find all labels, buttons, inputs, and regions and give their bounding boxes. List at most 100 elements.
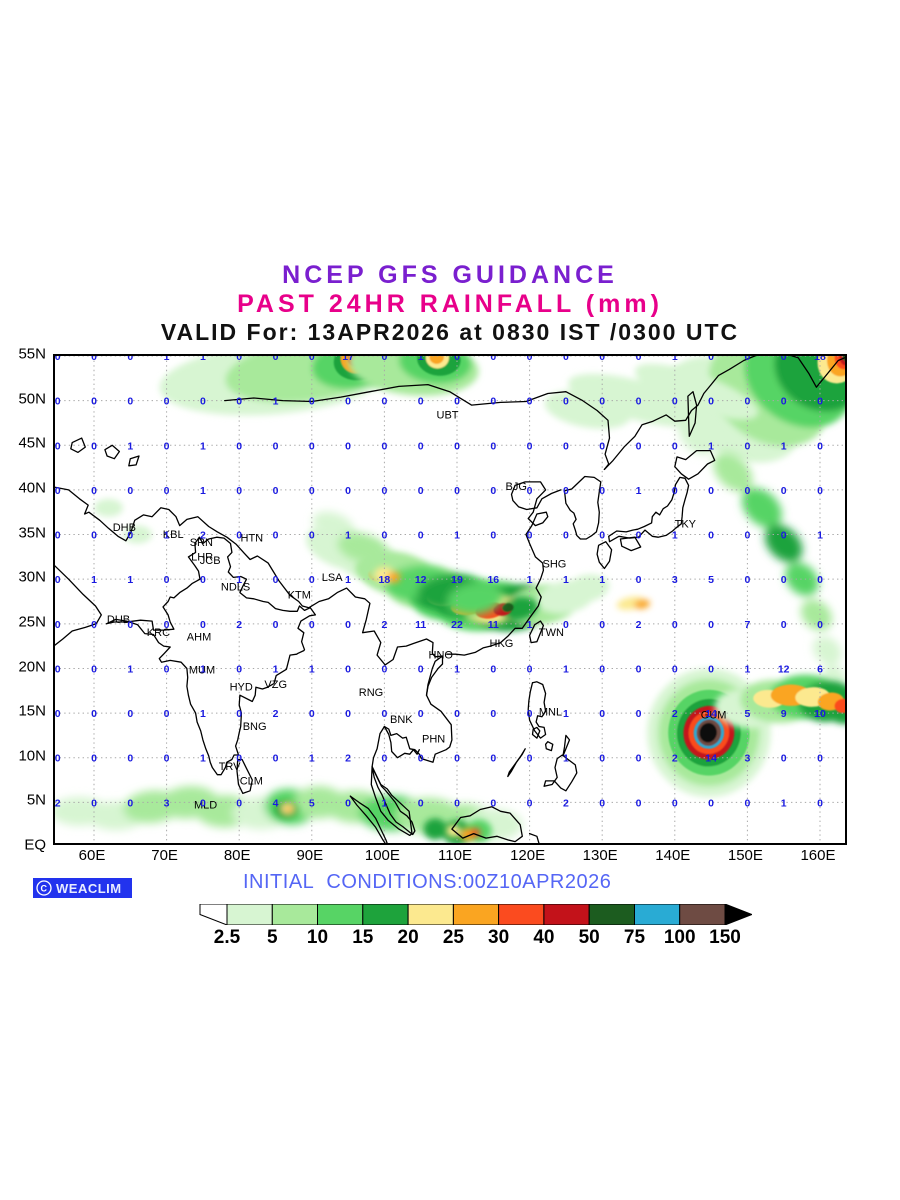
svg-text:0: 0 (599, 396, 605, 408)
svg-text:HNO: HNO (429, 650, 454, 662)
svg-text:0: 0 (381, 396, 387, 408)
svg-text:22: 22 (451, 619, 463, 631)
svg-text:0: 0 (91, 619, 97, 631)
svg-text:1: 1 (527, 619, 533, 631)
svg-text:0: 0 (200, 619, 206, 631)
svg-text:1: 1 (164, 530, 170, 542)
svg-text:0: 0 (200, 396, 206, 408)
svg-text:0: 0 (345, 440, 351, 452)
svg-text:0: 0 (744, 574, 750, 586)
svg-text:1: 1 (563, 574, 569, 586)
svg-text:0: 0 (273, 440, 279, 452)
svg-text:0: 0 (490, 440, 496, 452)
svg-text:0: 0 (236, 356, 242, 363)
svg-text:0: 0 (563, 619, 569, 631)
svg-text:0: 0 (599, 797, 605, 809)
svg-text:0: 0 (490, 797, 496, 809)
svg-text:0: 0 (781, 842, 787, 845)
svg-text:0: 0 (55, 753, 61, 765)
svg-text:0: 0 (91, 485, 97, 497)
svg-text:0: 0 (781, 619, 787, 631)
svg-text:0: 0 (636, 842, 642, 845)
svg-text:0: 0 (55, 485, 61, 497)
svg-text:0: 0 (309, 574, 315, 586)
svg-text:0: 0 (454, 485, 460, 497)
svg-text:0: 0 (708, 619, 714, 631)
svg-text:0: 0 (381, 530, 387, 542)
svg-text:0: 0 (381, 753, 387, 765)
svg-text:0: 0 (636, 356, 642, 363)
svg-text:0: 0 (127, 797, 133, 809)
svg-text:0: 0 (381, 708, 387, 720)
svg-text:0: 0 (636, 664, 642, 676)
svg-text:0: 0 (781, 485, 787, 497)
svg-text:0: 0 (418, 396, 424, 408)
svg-text:0: 0 (55, 842, 61, 845)
svg-text:0: 0 (164, 664, 170, 676)
svg-text:1: 1 (708, 440, 714, 452)
svg-text:0: 0 (781, 753, 787, 765)
svg-text:5: 5 (708, 574, 714, 586)
svg-text:0: 0 (708, 797, 714, 809)
svg-text:0: 0 (127, 485, 133, 497)
svg-text:0: 0 (636, 530, 642, 542)
svg-text:0: 0 (273, 842, 279, 845)
svg-text:0: 0 (127, 708, 133, 720)
svg-text:0: 0 (817, 619, 823, 631)
svg-text:0: 0 (599, 356, 605, 363)
svg-text:0: 0 (273, 619, 279, 631)
svg-text:2: 2 (345, 753, 351, 765)
svg-text:2: 2 (55, 797, 61, 809)
svg-text:HYD: HYD (230, 682, 253, 694)
svg-text:0: 0 (127, 356, 133, 363)
svg-text:0: 0 (55, 708, 61, 720)
svg-text:14: 14 (705, 708, 717, 720)
svg-text:0: 0 (418, 530, 424, 542)
svg-text:0: 0 (164, 842, 170, 845)
svg-text:0: 0 (563, 485, 569, 497)
svg-text:0: 0 (672, 396, 678, 408)
svg-text:0: 0 (164, 753, 170, 765)
svg-text:1: 1 (127, 664, 133, 676)
svg-text:0: 0 (527, 530, 533, 542)
svg-text:0: 0 (636, 574, 642, 586)
svg-text:0: 0 (164, 396, 170, 408)
svg-text:0: 0 (127, 530, 133, 542)
svg-text:1: 1 (817, 530, 823, 542)
svg-text:0: 0 (599, 842, 605, 845)
svg-text:0: 0 (490, 708, 496, 720)
svg-text:0: 0 (91, 356, 97, 363)
svg-text:0: 0 (273, 753, 279, 765)
svg-text:3: 3 (672, 574, 678, 586)
svg-text:0: 0 (91, 753, 97, 765)
svg-text:2: 2 (236, 619, 242, 631)
svg-text:0: 0 (636, 440, 642, 452)
svg-text:VZG: VZG (264, 679, 287, 691)
svg-text:4: 4 (273, 797, 279, 809)
svg-text:0: 0 (418, 440, 424, 452)
svg-text:0: 0 (381, 440, 387, 452)
svg-text:2: 2 (273, 708, 279, 720)
svg-text:0: 0 (454, 440, 460, 452)
svg-text:0: 0 (164, 708, 170, 720)
svg-text:0: 0 (91, 396, 97, 408)
svg-text:0: 0 (164, 574, 170, 586)
svg-text:0: 0 (127, 753, 133, 765)
svg-text:0: 0 (454, 797, 460, 809)
svg-text:0: 0 (672, 619, 678, 631)
svg-text:3: 3 (454, 842, 460, 845)
svg-text:0: 0 (345, 664, 351, 676)
svg-text:0: 0 (781, 356, 787, 363)
svg-text:0: 0 (636, 753, 642, 765)
svg-text:0: 0 (309, 619, 315, 631)
svg-text:0: 0 (164, 485, 170, 497)
svg-text:0: 0 (744, 356, 750, 363)
svg-text:KTM: KTM (288, 590, 311, 602)
svg-text:1: 1 (781, 440, 787, 452)
svg-text:0: 0 (381, 356, 387, 363)
svg-text:0: 0 (345, 619, 351, 631)
svg-text:LHR: LHR (191, 551, 213, 563)
svg-text:TKY: TKY (675, 518, 697, 530)
svg-text:0: 0 (55, 530, 61, 542)
svg-text:0: 0 (527, 797, 533, 809)
